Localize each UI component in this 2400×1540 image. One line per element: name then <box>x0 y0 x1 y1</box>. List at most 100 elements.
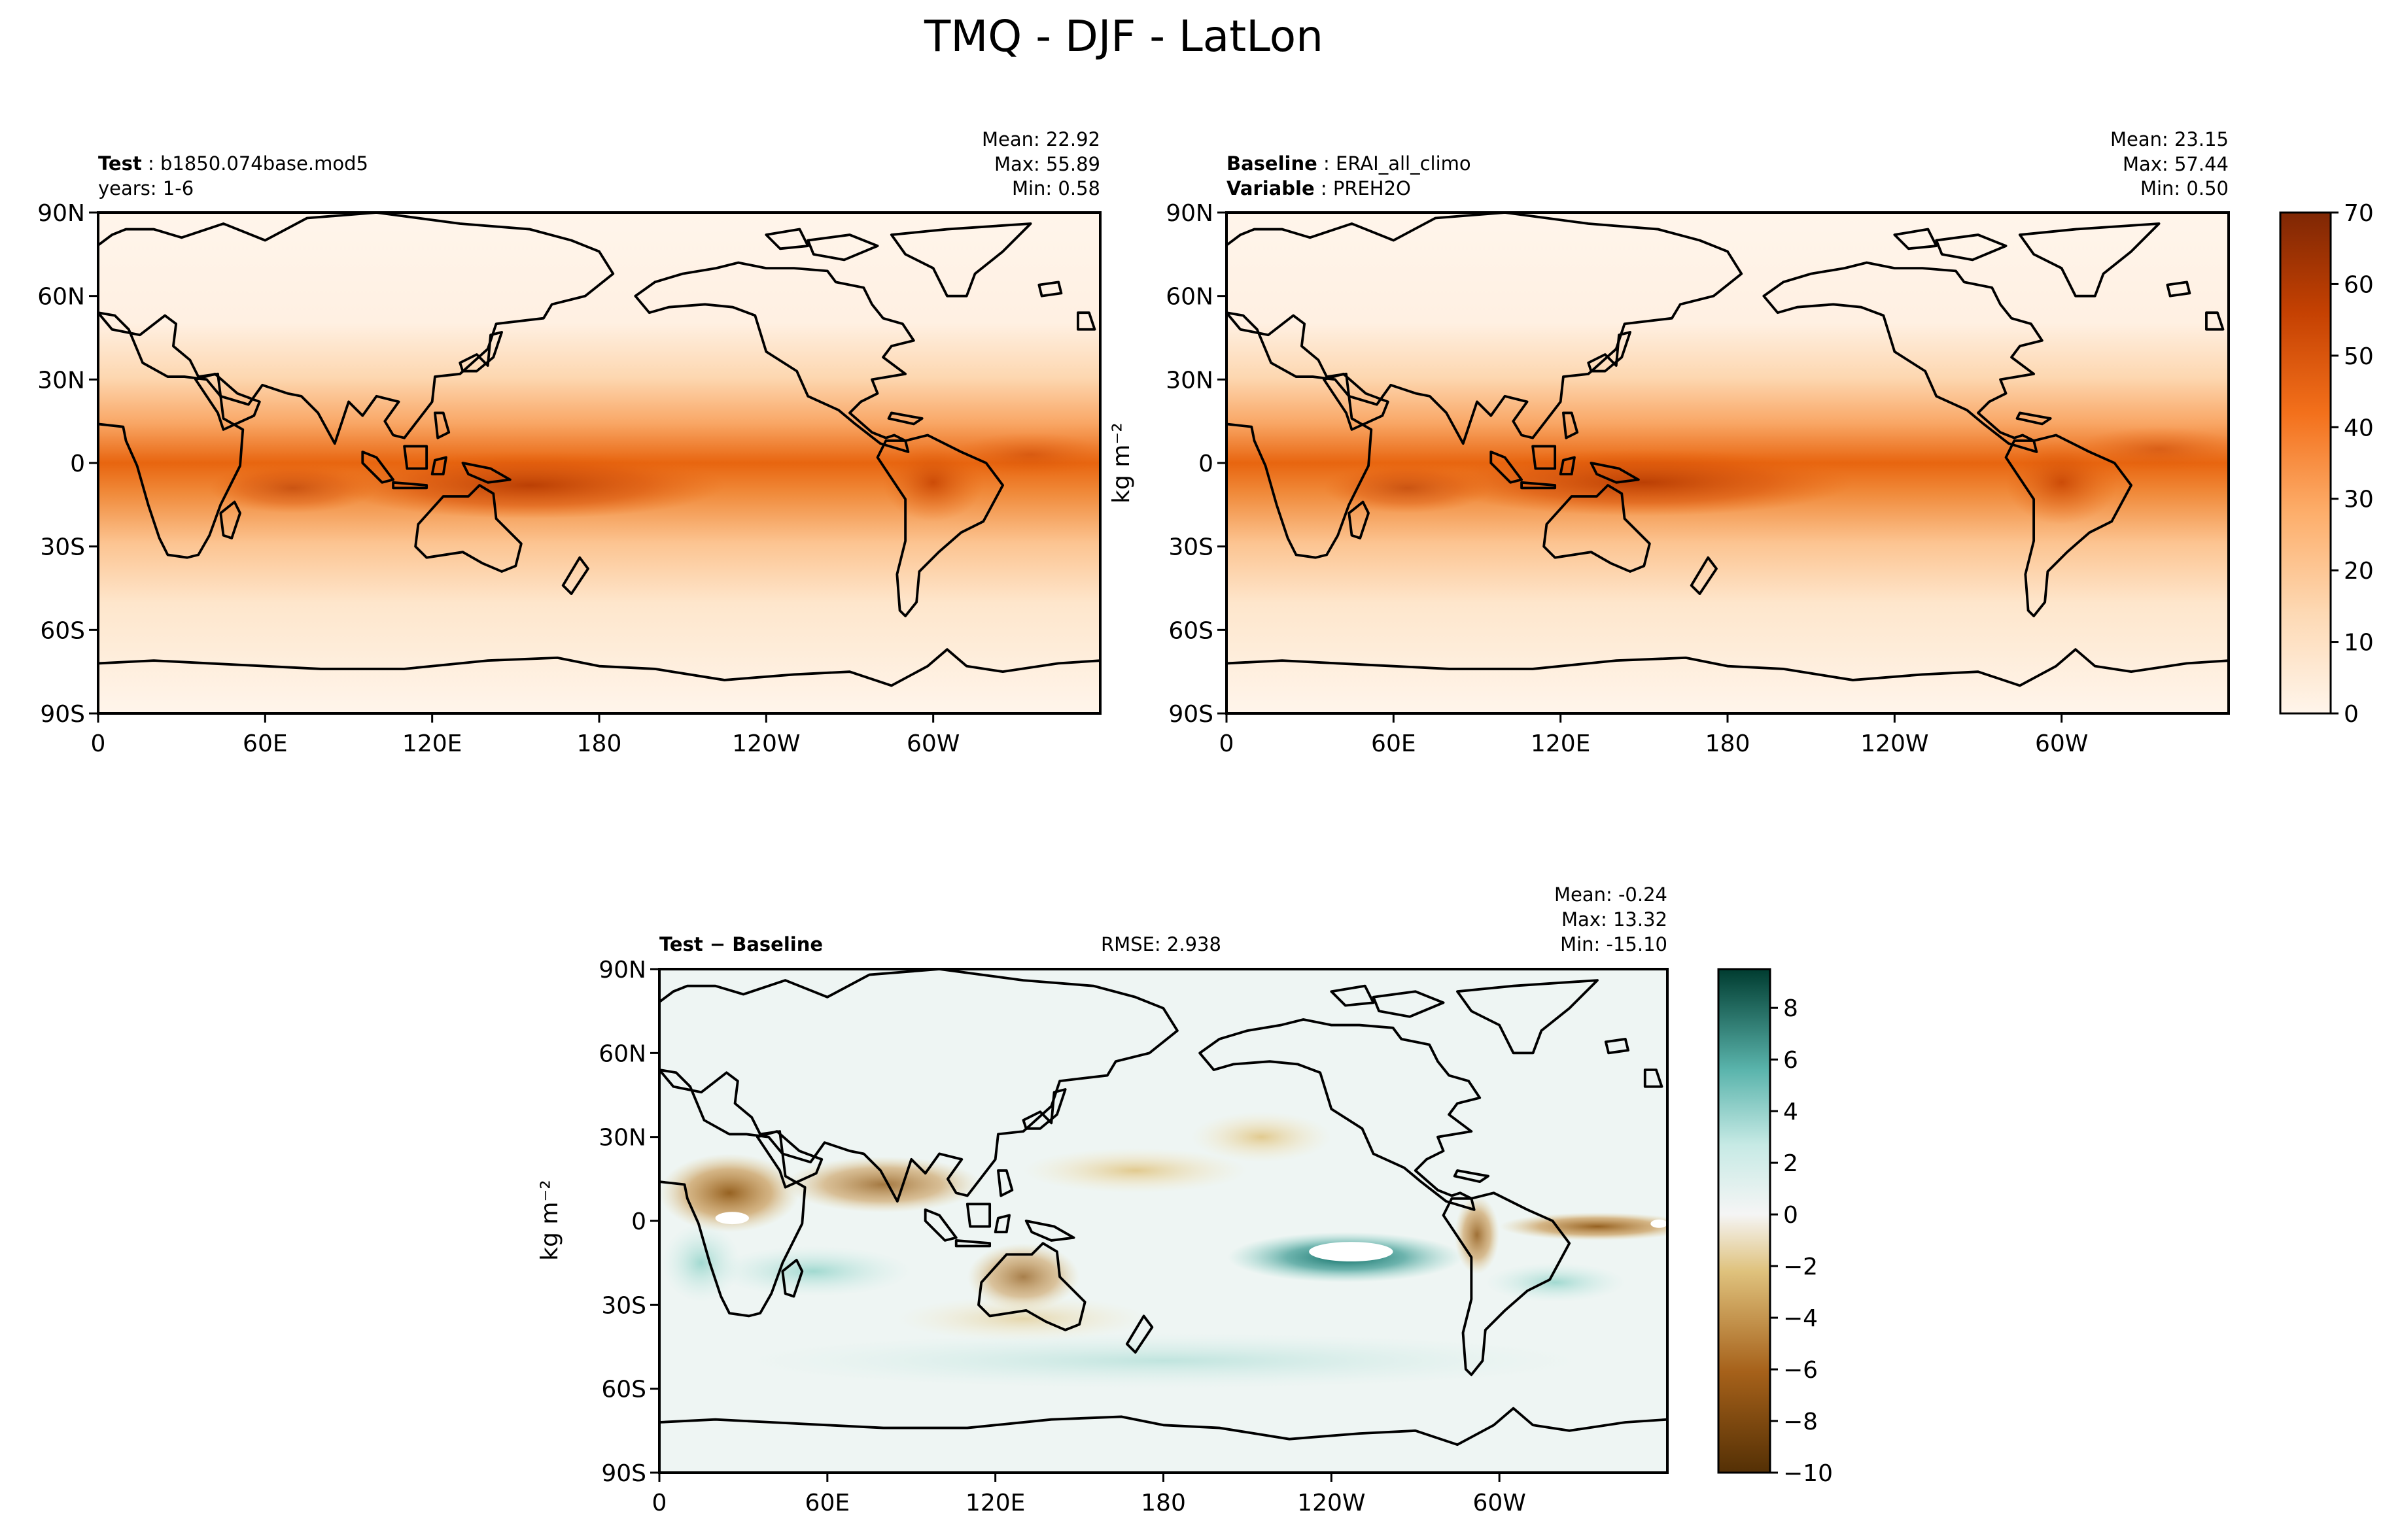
x-tick-label: 60W <box>1472 1490 1525 1516</box>
baseline-title-value: ERAI_all_climo <box>1336 152 1471 175</box>
diff-xticks: 0 60E 120E 180 120W 60W <box>652 1473 1526 1516</box>
x-tick-label: 120W <box>1860 730 1928 757</box>
diff-io-wet <box>715 1246 912 1297</box>
y-tick-label: 60N <box>37 284 85 311</box>
baseline-title: Baseline : ERAI_all_climo <box>1226 152 1471 175</box>
diff-colorbar-ticks: 8 6 4 2 0 −2 −4 −6 −8 −10 <box>1770 995 1833 1487</box>
x-tick-label: 60W <box>2035 730 2088 757</box>
colorbar-tick-label: 10 <box>2344 630 2374 657</box>
diff-map <box>659 969 1667 1473</box>
colorbar-tick-label: −2 <box>1783 1254 1818 1280</box>
colorbar-tick-label: 40 <box>2344 415 2374 441</box>
test-stat-min: Min: 0.58 <box>1012 177 1100 199</box>
y-tick-label: 30N <box>1166 367 1213 394</box>
colorbar-tick-label: −4 <box>1783 1305 1818 1332</box>
baseline-subtitle-bold: Variable <box>1226 177 1315 199</box>
y-tick-label: 60S <box>601 1377 646 1403</box>
test-atlantic-wet <box>952 432 1100 477</box>
diff-masked-atlantic <box>1650 1219 1667 1228</box>
baseline-warm-pool <box>1435 449 1853 516</box>
baseline-title-sep: : <box>1317 152 1336 175</box>
baseline-subtitle: Variable : PREH2O <box>1226 177 1411 199</box>
diff-pacific-tan <box>1023 1148 1247 1193</box>
x-tick-label: 120W <box>1297 1490 1365 1516</box>
baseline-subtitle-sep: : <box>1315 177 1333 199</box>
y-tick-label: 0 <box>631 1208 646 1235</box>
baseline-subtitle-value: PREH2O <box>1333 177 1411 199</box>
colorbar-tick-label: −6 <box>1783 1357 1818 1384</box>
panel-baseline: Baseline : ERAI_all_climo Variable : PRE… <box>1108 128 2374 757</box>
baseline-stat-mean: Mean: 23.15 <box>2110 128 2229 150</box>
baseline-title-bold: Baseline <box>1226 152 1317 175</box>
x-tick-label: 0 <box>91 730 106 757</box>
x-tick-label: 120E <box>1531 730 1590 757</box>
y-tick-label: 30S <box>40 534 85 561</box>
x-tick-label: 180 <box>1141 1490 1186 1516</box>
test-title-sep: : <box>142 152 160 175</box>
test-title: Test : b1850.074base.mod5 <box>98 152 368 175</box>
y-tick-label: 30S <box>601 1292 646 1319</box>
x-tick-label: 0 <box>1219 730 1234 757</box>
y-tick-label: 60S <box>40 617 85 644</box>
colorbar-tick-label: 2 <box>1783 1150 1798 1177</box>
diff-field-bg <box>659 969 1667 1473</box>
y-tick-label: 30N <box>37 367 85 394</box>
x-tick-label: 60E <box>805 1490 850 1516</box>
colorbar-tick-label: 6 <box>1783 1047 1798 1074</box>
x-tick-label: 60W <box>907 730 960 757</box>
test-map <box>98 213 1100 713</box>
x-tick-label: 180 <box>1705 730 1750 757</box>
diff-rmse: RMSE: 2.938 <box>1101 933 1221 955</box>
diff-satl-wet <box>1485 1263 1626 1303</box>
test-warm-io <box>209 463 377 513</box>
test-stat-max: Max: 55.89 <box>994 153 1100 175</box>
y-tick-label: 90S <box>40 701 85 728</box>
colorbar-tick-label: 0 <box>2344 701 2359 728</box>
diff-npacific-tan <box>1191 1112 1332 1163</box>
diff-masked-pacific <box>1309 1242 1393 1262</box>
diff-yticks: 90N 60N 30N 0 30S 60S 90S <box>599 957 659 1487</box>
diff-stat-mean: Mean: -0.24 <box>1554 883 1667 906</box>
panel-difference: Test − Baseline RMSE: 2.938 Mean: -0.24 … <box>536 883 1833 1516</box>
y-tick-label: 60N <box>599 1040 646 1067</box>
test-stat-mean: Mean: 22.92 <box>982 128 1100 150</box>
y-tick-label: 0 <box>70 451 85 477</box>
colorbar-tick-label: 0 <box>1783 1202 1798 1229</box>
diff-indian-dry <box>785 1156 982 1213</box>
baseline-colorbar <box>2279 211 2332 715</box>
x-tick-label: 0 <box>652 1490 667 1516</box>
y-tick-label: 30N <box>599 1125 646 1152</box>
baseline-colorbar-ticks: 0 10 20 30 40 50 60 70 <box>2331 200 2374 728</box>
colorbar-tick-label: 8 <box>1783 995 1798 1022</box>
baseline-stat-min: Min: 0.50 <box>2140 177 2229 199</box>
y-tick-label: 90N <box>599 957 646 984</box>
diff-saf-wet <box>662 1223 741 1303</box>
x-tick-label: 60E <box>1371 730 1416 757</box>
colorbar-tick-label: 30 <box>2344 487 2374 513</box>
diff-ylabel: kg m⁻² <box>536 1180 563 1261</box>
diff-stat-min: Min: -15.10 <box>1560 933 1667 955</box>
colorbar-tick-label: 4 <box>1783 1099 1798 1125</box>
x-tick-label: 120E <box>402 730 462 757</box>
baseline-stat-max: Max: 57.44 <box>2123 153 2229 175</box>
baseline-atlantic-wet <box>2075 426 2229 471</box>
test-title-bold: Test <box>98 152 142 175</box>
test-subtitle: years: 1-6 <box>98 177 194 199</box>
colorbar-tick-label: 60 <box>2344 271 2374 298</box>
figure-title: TMQ - DJF - LatLon <box>924 11 1323 61</box>
y-tick-label: 60S <box>1168 617 1213 644</box>
diff-australia-dry <box>967 1243 1080 1310</box>
y-tick-label: 90N <box>37 200 85 227</box>
y-tick-label: 90S <box>1168 701 1213 728</box>
test-title-value: b1850.074base.mod5 <box>160 152 368 175</box>
diff-andes-dry <box>1454 1195 1500 1275</box>
diff-masked-sahel <box>715 1212 749 1225</box>
colorbar-tick-label: 70 <box>2344 200 2374 227</box>
baseline-yticks: 90N 60N 30N 0 30S 60S 90S <box>1166 200 1226 728</box>
y-tick-label: 90S <box>601 1460 646 1487</box>
x-tick-label: 60E <box>243 730 288 757</box>
diff-stat-max: Max: 13.32 <box>1561 908 1667 931</box>
diff-so-wet <box>743 1333 1584 1389</box>
y-tick-label: 60N <box>1166 284 1213 311</box>
